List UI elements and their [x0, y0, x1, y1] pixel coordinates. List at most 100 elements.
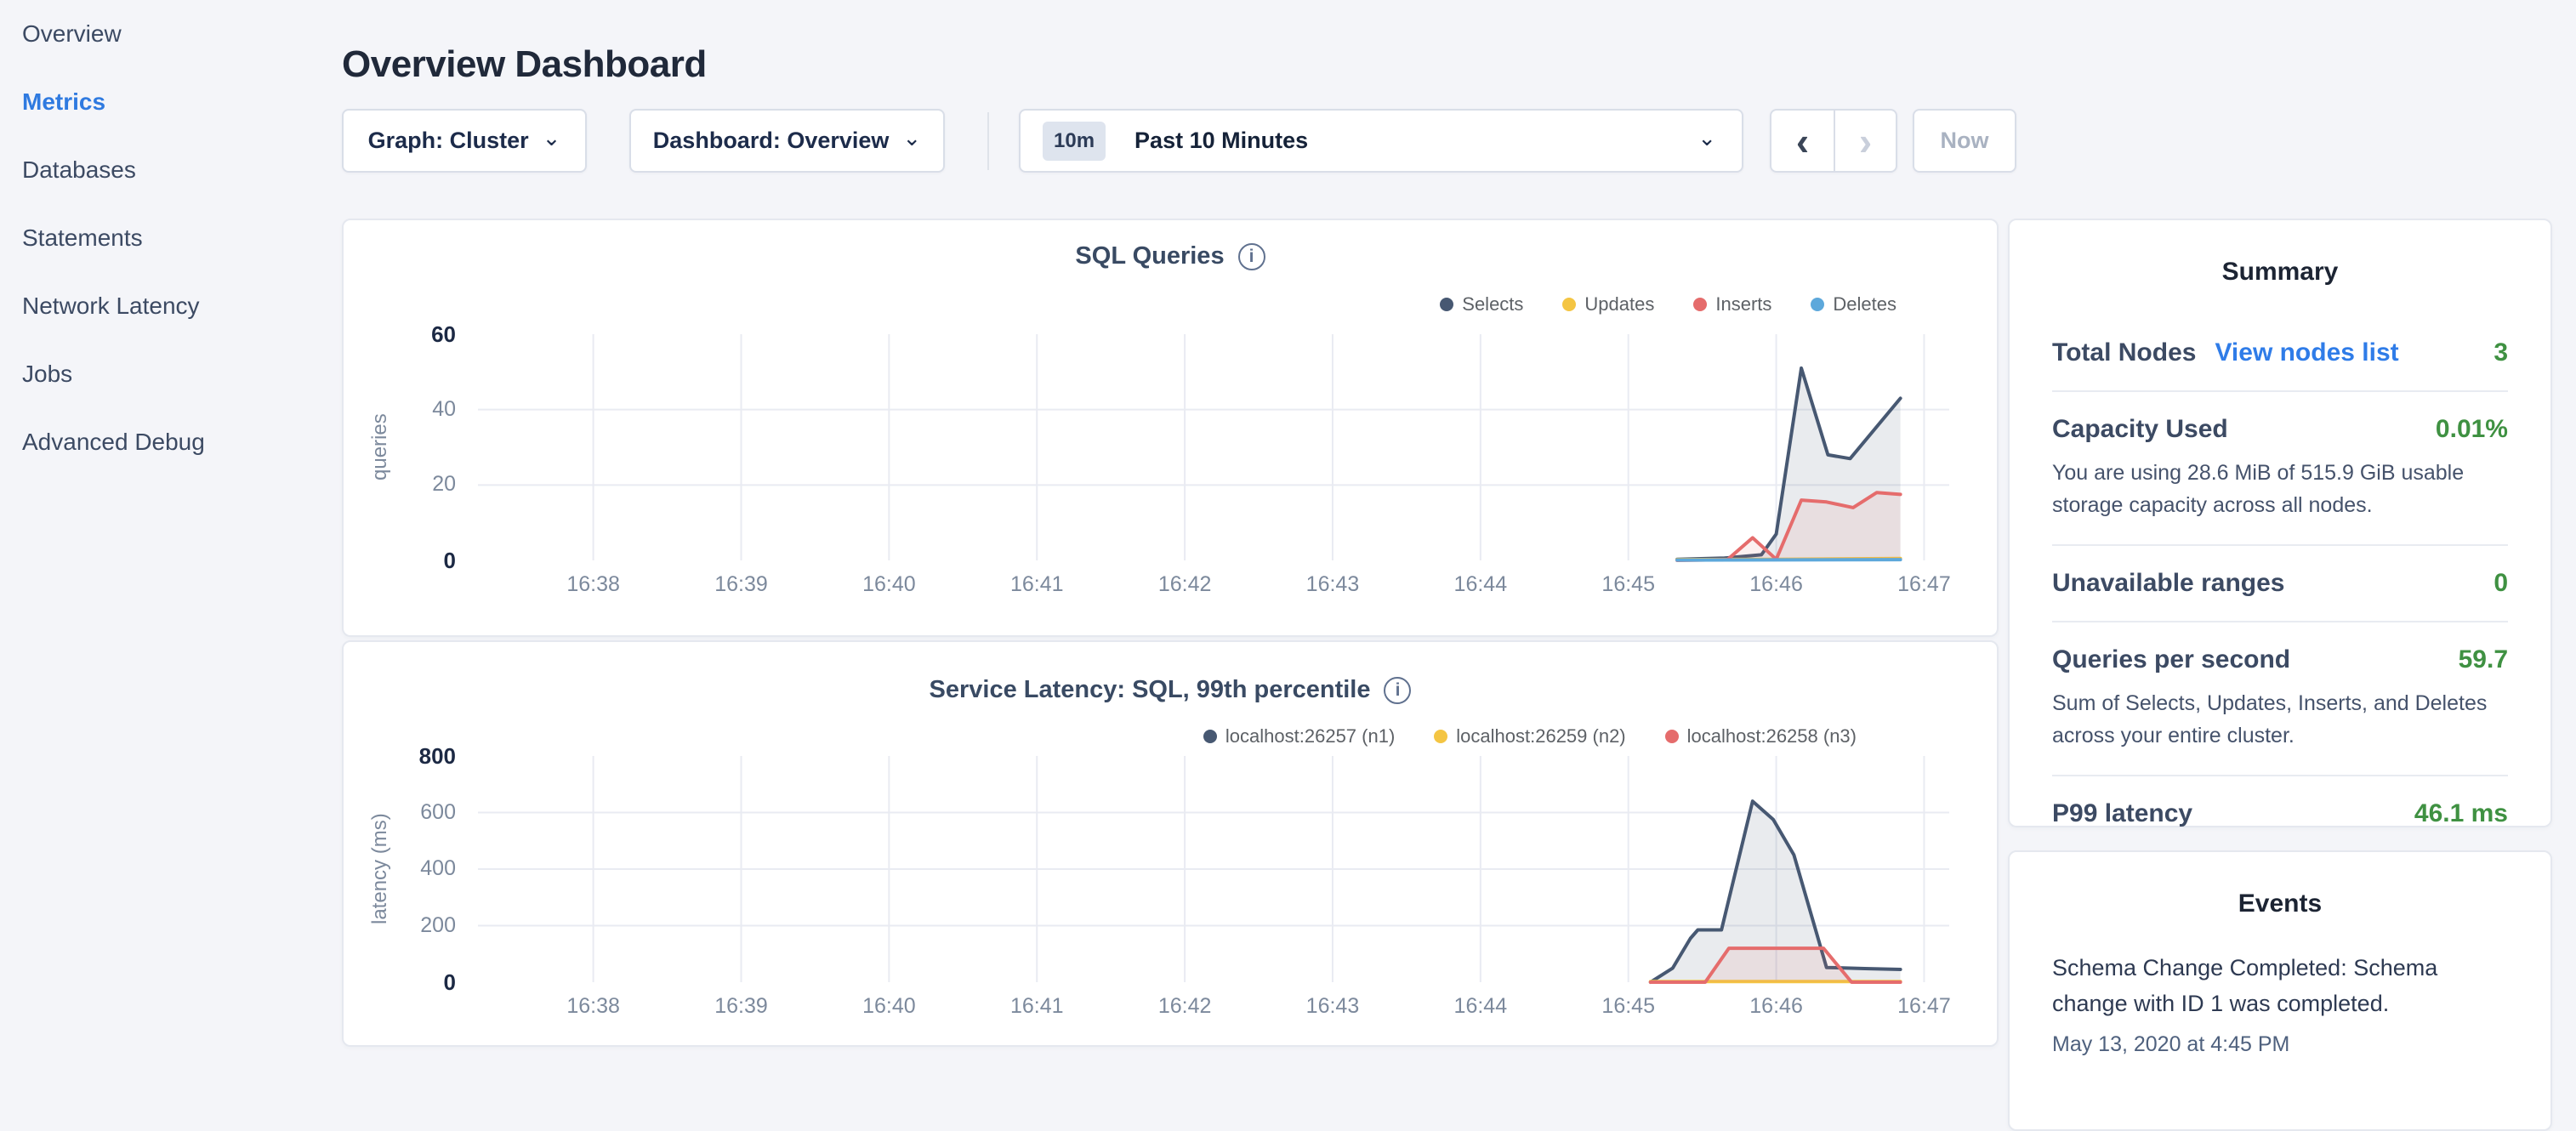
- service-latency-chart-card: Service Latency: SQL, 99th percentile i …: [342, 640, 1999, 1047]
- legend-item: Selects: [1440, 293, 1523, 315]
- chart-title: SQL Queries: [1075, 242, 1224, 270]
- service-latency-plot[interactable]: [478, 756, 1949, 982]
- graph-dropdown-label: Graph: Cluster: [368, 128, 529, 154]
- view-nodes-link[interactable]: View nodes list: [2215, 338, 2398, 367]
- legend-dot-icon: [1811, 298, 1824, 311]
- x-tick-label: 16:46: [1717, 572, 1836, 597]
- sidebar-item-network-latency[interactable]: Network Latency: [22, 272, 340, 340]
- summary-value: 0: [2494, 569, 2508, 598]
- y-tick-label: 0: [344, 969, 456, 996]
- time-range-badge: 10m: [1043, 122, 1106, 161]
- summary-row-head: Capacity Used 0.01%: [2052, 415, 2508, 444]
- chart-title: Service Latency: SQL, 99th percentile: [930, 676, 1371, 704]
- summary-label: Capacity Used: [2052, 415, 2228, 444]
- legend-label: Deletes: [1833, 293, 1896, 315]
- x-tick-label: 16:40: [829, 572, 948, 597]
- x-tick-label: 16:42: [1125, 572, 1244, 597]
- prev-time-button[interactable]: ‹: [1771, 111, 1834, 171]
- legend-label: localhost:26259 (n2): [1456, 725, 1625, 747]
- sidebar-item-databases[interactable]: Databases: [22, 136, 340, 204]
- legend-item: Inserts: [1693, 293, 1771, 315]
- info-icon[interactable]: i: [1238, 243, 1265, 270]
- x-tick-label: 16:45: [1569, 994, 1688, 1019]
- overview-dashboard-page: { "icons":{"info":"i","chevron_down":"⌄"…: [0, 0, 2576, 1051]
- legend-dot-icon: [1562, 298, 1576, 311]
- x-tick-label: 16:42: [1125, 994, 1244, 1019]
- summary-heading: Summary: [2010, 258, 2550, 287]
- legend-dot-icon: [1440, 298, 1453, 311]
- page-title: Overview Dashboard: [342, 43, 707, 86]
- x-tick-label: 16:46: [1717, 994, 1836, 1019]
- time-range-label: Past 10 Minutes: [1134, 128, 1308, 154]
- summary-label: Queries per second: [2052, 645, 2290, 674]
- x-tick-label: 16:44: [1421, 572, 1540, 597]
- now-button[interactable]: Now: [1913, 109, 2016, 173]
- legend-item: localhost:26259 (n2): [1434, 725, 1625, 747]
- x-tick-label: 16:39: [681, 572, 800, 597]
- events-heading: Events: [2010, 889, 2550, 918]
- summary-subtext: You are using 28.6 MiB of 515.9 GiB usab…: [2052, 458, 2508, 521]
- event-timestamp: May 13, 2020 at 4:45 PM: [2052, 1032, 2508, 1057]
- sidebar-item-jobs[interactable]: Jobs: [22, 340, 340, 408]
- chart-title-row: Service Latency: SQL, 99th percentile i: [344, 676, 1997, 704]
- event-text: Schema Change Completed: Schema change w…: [2052, 951, 2508, 1022]
- sidebar-item-overview[interactable]: Overview: [22, 0, 340, 68]
- x-tick-label: 16:43: [1273, 572, 1392, 597]
- summary-row-head: Total NodesView nodes list3: [2052, 338, 2508, 367]
- legend-label: Updates: [1584, 293, 1654, 315]
- time-step-group: ‹ ›: [1770, 109, 1897, 173]
- x-tick-label: 16:38: [534, 572, 653, 597]
- y-tick-label: 400: [344, 856, 456, 881]
- summary-row: Capacity Used 0.01% You are using 28.6 MiB…: [2052, 392, 2508, 546]
- graph-dropdown[interactable]: Graph: Cluster ⌄: [342, 109, 587, 173]
- legend-label: localhost:26257 (n1): [1225, 725, 1395, 747]
- summary-row: Total NodesView nodes list3: [2052, 315, 2508, 392]
- sql-queries-plot[interactable]: [478, 334, 1949, 560]
- legend-label: localhost:26258 (n3): [1687, 725, 1857, 747]
- y-tick-label: 20: [344, 472, 456, 497]
- summary-subtext: Sum of Selects, Updates, Inserts, and De…: [2052, 688, 2508, 752]
- y-tick-label: 800: [344, 743, 456, 770]
- summary-value: 59.7: [2459, 645, 2508, 674]
- event-item[interactable]: Schema Change Completed: Schema change w…: [2052, 951, 2508, 1057]
- x-tick-label: 16:41: [977, 572, 1096, 597]
- x-tick-label: 16:45: [1569, 572, 1688, 597]
- next-time-button[interactable]: ›: [1834, 111, 1896, 171]
- x-tick-label: 16:40: [829, 994, 948, 1019]
- info-icon[interactable]: i: [1384, 677, 1411, 704]
- summary-value: 0.01%: [2436, 415, 2508, 444]
- x-tick-label: 16:39: [681, 994, 800, 1019]
- dashboard-dropdown[interactable]: Dashboard: Overview ⌄: [629, 109, 945, 173]
- summary-row-head: P99 latency 46.1 ms: [2052, 799, 2508, 828]
- summary-row: Unavailable ranges0: [2052, 546, 2508, 622]
- y-tick-label: 600: [344, 800, 456, 825]
- y-axis-label: queries: [366, 334, 395, 560]
- y-tick-label: 0: [344, 548, 456, 574]
- y-tick-label: 60: [344, 321, 456, 348]
- legend-dot-icon: [1665, 730, 1679, 743]
- sidebar-item-statements[interactable]: Statements: [22, 204, 340, 272]
- summary-label: P99 latency: [2052, 799, 2192, 828]
- summary-value: 46.1 ms: [2414, 799, 2508, 828]
- sidebar-item-advanced-debug[interactable]: Advanced Debug: [22, 408, 340, 476]
- sidebar-nav: OverviewMetricsDatabasesStatementsNetwor…: [0, 0, 340, 1051]
- x-tick-label: 16:44: [1421, 994, 1540, 1019]
- summary-panel: Summary Total NodesView nodes list3 Capac…: [2008, 219, 2552, 827]
- chart-legend: localhost:26257 (n1) localhost:26259 (n2)…: [1203, 725, 1857, 747]
- summary-row: Queries per second 59.7 Sum of Selects, Up…: [2052, 622, 2508, 776]
- legend-label: Inserts: [1715, 293, 1771, 315]
- summary-row: P99 latency 46.1 ms: [2052, 776, 2508, 851]
- x-tick-label: 16:41: [977, 994, 1096, 1019]
- legend-label: Selects: [1462, 293, 1523, 315]
- legend-item: Updates: [1562, 293, 1654, 315]
- sidebar-item-metrics[interactable]: Metrics: [22, 68, 340, 136]
- x-tick-label: 16:47: [1864, 994, 1983, 1019]
- legend-item: Deletes: [1811, 293, 1896, 315]
- time-range-dropdown[interactable]: 10m Past 10 Minutes ⌄: [1019, 109, 1743, 173]
- sidebar-list: OverviewMetricsDatabasesStatementsNetwor…: [0, 0, 340, 476]
- legend-dot-icon: [1203, 730, 1217, 743]
- sql-queries-chart-card: SQL Queries i Selects Updates Inserts Delet…: [342, 219, 1999, 637]
- summary-rows: Total NodesView nodes list3 Capacity Used…: [2052, 315, 2508, 851]
- legend-dot-icon: [1434, 730, 1447, 743]
- y-tick-label: 200: [344, 913, 456, 938]
